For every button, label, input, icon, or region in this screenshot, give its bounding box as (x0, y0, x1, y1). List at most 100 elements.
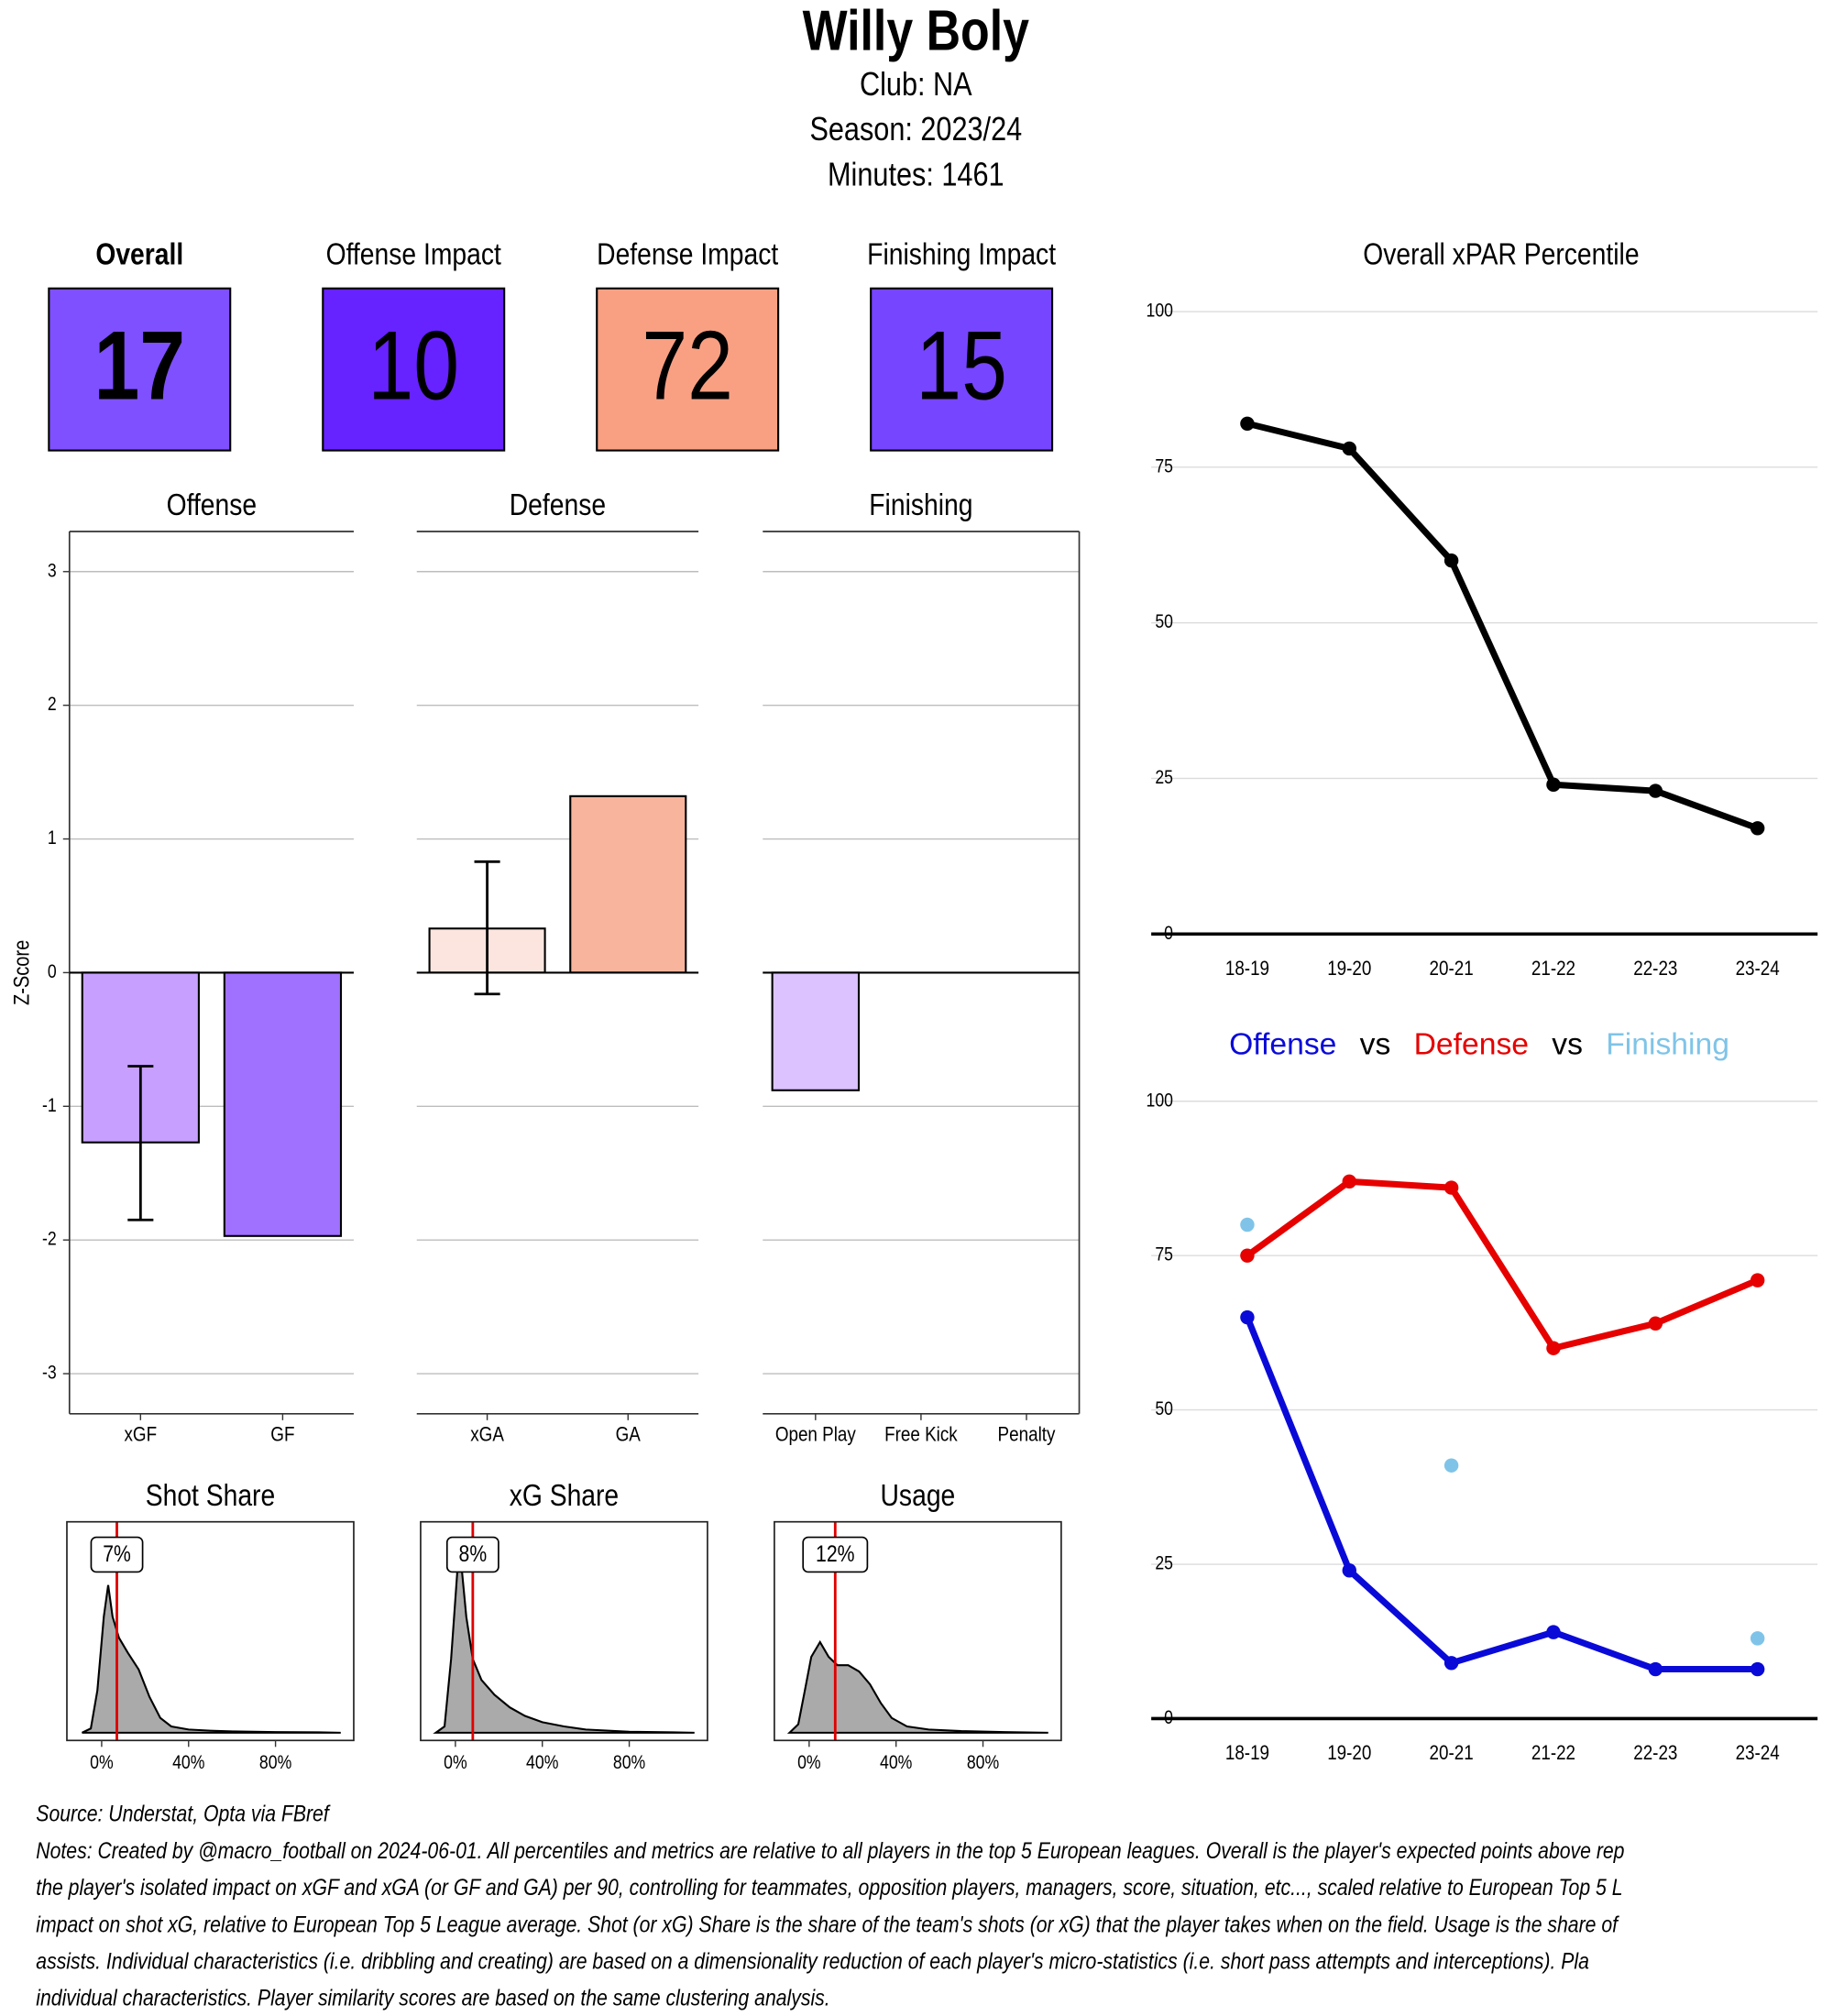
chart-title: Overall xPAR Percentile (1363, 238, 1639, 272)
data-point (1342, 441, 1356, 456)
note-line: individual characteristics. Player simil… (36, 1986, 829, 2011)
y-tick-label: 100 (1147, 1090, 1173, 1111)
x-tick-label: 20-21 (1430, 957, 1474, 980)
y-tick-label: 75 (1155, 1244, 1173, 1265)
impact-label: Defense Impact (597, 238, 779, 272)
x-tick-label: 80% (259, 1752, 291, 1773)
y-tick-label: 0 (48, 961, 57, 982)
chart-title: Offense vs Defense vs Finishing (1229, 1027, 1729, 1061)
x-tick-label: 20-21 (1430, 1741, 1474, 1764)
x-tick-label: 0% (797, 1752, 821, 1773)
marker-label-box (90, 1536, 144, 1573)
y-tick-label: -2 (42, 1229, 57, 1250)
impact-label: Overall (95, 238, 183, 272)
impact-box (870, 287, 1054, 452)
marker-label: 7% (103, 1541, 131, 1567)
note-line: impact on shot xG, relative to European … (36, 1912, 1619, 1937)
y-tick-label: 75 (1155, 455, 1173, 477)
x-tick-label: 0% (90, 1752, 114, 1773)
impact-value: 15 (916, 311, 1007, 421)
data-point (1546, 1341, 1561, 1355)
marker-label-box (802, 1536, 869, 1573)
panel-border (420, 1520, 708, 1742)
impact-value: 10 (368, 311, 459, 421)
series-line (1246, 420, 1759, 832)
player-name: Willy Boly (803, 0, 1030, 63)
facet-title: Finishing (869, 488, 972, 522)
x-tick-label: 40% (172, 1752, 204, 1773)
data-point (1750, 821, 1765, 836)
x-tick-label: 18-19 (1225, 1741, 1269, 1764)
x-tick-label: 21-22 (1531, 1741, 1575, 1764)
title-separator: vs (1552, 1027, 1583, 1061)
density-area (786, 1639, 1048, 1734)
y-tick-label: 3 (48, 560, 57, 581)
series-line (1245, 1178, 1759, 1352)
bar (771, 971, 861, 1091)
data-point (1750, 1661, 1765, 1677)
facet-title: Defense (510, 488, 606, 522)
y-tick-label: 25 (1155, 767, 1173, 788)
data-point (1342, 1174, 1356, 1189)
title-separator: vs (1360, 1027, 1391, 1061)
data-point (1240, 1309, 1255, 1325)
y-axis-title: Z-Score (10, 940, 35, 1005)
bar (569, 794, 687, 974)
note-line: assists. Individual characteristics (i.e… (36, 1948, 1589, 1974)
density-area (82, 1584, 341, 1734)
panel-title: Usage (880, 1479, 955, 1513)
data-point (1240, 1248, 1255, 1263)
error-bar (474, 860, 500, 996)
density-area (433, 1559, 695, 1734)
x-tick-label: Open Play (775, 1423, 857, 1446)
panel-border (66, 1520, 355, 1742)
x-tick-label: 80% (967, 1752, 999, 1773)
header-line: Club: NA (860, 65, 972, 103)
x-tick-label: 0% (444, 1752, 467, 1773)
data-point (1443, 1458, 1459, 1473)
marker-label: 8% (459, 1541, 488, 1567)
x-tick-label: Penalty (998, 1423, 1057, 1446)
impact-label: Finishing Impact (867, 238, 1056, 272)
data-point (1240, 416, 1255, 432)
y-tick-label: -1 (42, 1095, 57, 1116)
y-tick-label: 1 (48, 827, 57, 849)
data-point (1648, 1661, 1663, 1677)
data-point (1750, 1273, 1765, 1287)
x-tick-label: 80% (613, 1752, 645, 1773)
y-tick-label: 25 (1155, 1553, 1173, 1574)
panel-title: Shot Share (146, 1479, 275, 1513)
x-tick-label: 40% (526, 1752, 558, 1773)
data-point (1443, 1180, 1459, 1195)
x-tick-label: 18-19 (1225, 957, 1269, 980)
data-point (1546, 777, 1561, 792)
data-point (1443, 553, 1459, 568)
y-tick-label: 50 (1155, 1398, 1173, 1419)
impact-value: 72 (642, 311, 733, 421)
y-tick-label: -3 (42, 1363, 57, 1384)
x-tick-label: 40% (880, 1752, 912, 1773)
data-point (1546, 1625, 1561, 1639)
y-tick-label: 100 (1147, 301, 1173, 322)
data-point (1750, 1631, 1765, 1646)
bar (223, 971, 343, 1237)
x-tick-label: xGF (125, 1423, 158, 1446)
x-tick-label: GA (616, 1423, 641, 1446)
data-point (1648, 1316, 1663, 1331)
data-point (1240, 1217, 1255, 1233)
legend-entry: Offense (1229, 1027, 1336, 1061)
y-tick-label: 2 (48, 694, 57, 715)
y-tick-label: 50 (1155, 611, 1173, 632)
legend-entry: Defense (1414, 1027, 1529, 1061)
panel-border (774, 1520, 1062, 1742)
marker-label-box (445, 1536, 499, 1573)
x-tick-label: 23-24 (1736, 957, 1780, 980)
note-line: the player's isolated impact on xGF and … (36, 1875, 1622, 1901)
x-tick-label: Free Kick (884, 1423, 958, 1446)
header-line: Season: 2023/24 (809, 110, 1022, 148)
note-line: Notes: Created by @macro_football on 202… (36, 1838, 1624, 1864)
x-tick-label: GF (270, 1423, 294, 1446)
data-point (1342, 1563, 1356, 1578)
header-line: Minutes: 1461 (828, 155, 1004, 192)
